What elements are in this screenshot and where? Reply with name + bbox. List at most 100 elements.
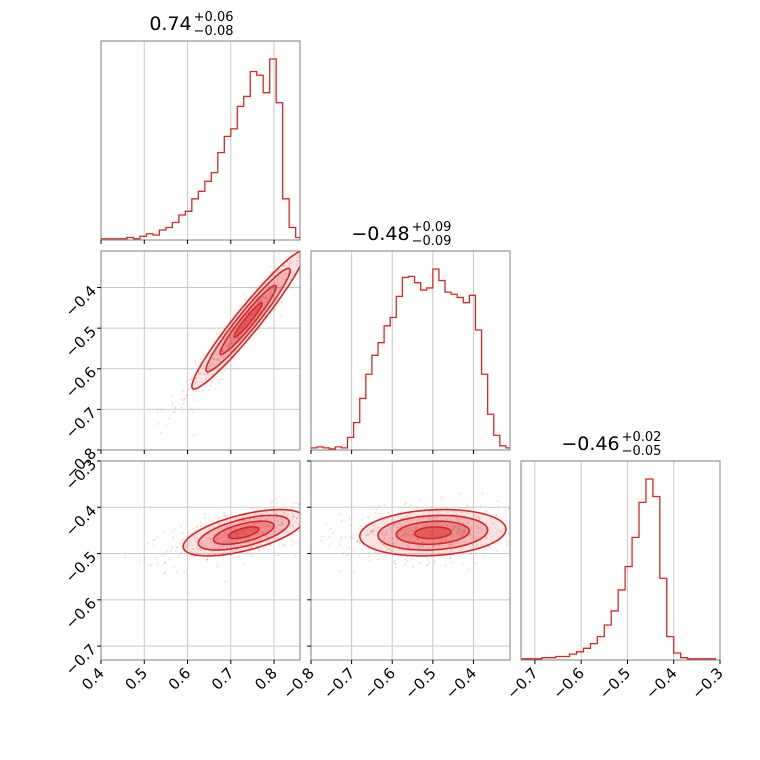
sample-point [225,541,228,544]
sample-point [264,296,267,299]
sample-point [273,286,275,289]
sample-point [430,505,433,508]
sample-point [203,513,206,515]
sample-point [252,530,254,533]
sample-point [173,410,176,413]
sample-point [455,530,457,533]
sample-point [186,394,189,397]
sample-point [180,398,182,401]
sample-point [290,262,292,265]
sample-point [453,524,456,527]
sample-point [234,533,237,536]
sample-point [264,301,266,303]
sample-point [261,530,264,533]
sample-point [377,504,380,507]
sample-point [233,310,236,312]
sample-point [407,530,410,533]
sample-point [416,541,419,544]
sample-point [239,326,242,329]
sample-point [275,512,278,515]
sample-point [259,299,262,302]
sample-point [340,535,343,538]
sample-point [361,543,364,546]
sample-point [387,537,390,539]
sample-point [421,546,424,549]
sample-point [484,536,487,539]
sample-point [258,549,261,552]
sample-point [328,544,331,547]
sample-point [251,528,254,530]
sample-point [246,524,249,527]
sample-point [180,525,183,528]
sample-point [249,524,252,527]
y-tick-label: −0.7 [62,404,100,442]
sample-point [220,536,222,539]
sample-point [422,533,425,536]
sample-point [339,538,342,541]
sample-point [410,533,413,536]
sample-point [315,215,317,217]
sample-point [293,501,296,504]
sample-point [258,526,261,528]
sample-point [190,378,193,381]
sample-point [461,535,464,537]
sample-point [302,254,304,256]
sample-point [289,525,291,527]
sample-point [462,521,465,524]
sample-point [261,533,264,535]
sample-point [258,525,261,528]
sample-point [412,540,415,543]
sample-point [301,528,303,530]
sample-point [414,528,417,530]
sample-point [255,298,258,300]
sample-point [230,342,233,345]
sample-point [276,280,279,283]
sample-point [448,557,451,559]
sample-point [449,550,452,553]
sample-point [251,555,254,558]
sample-point [208,537,211,540]
sample-point [272,287,275,290]
sample-point [403,533,406,536]
sample-point [240,538,242,541]
sample-point [278,252,281,255]
sample-point [477,527,480,530]
sample-point [210,541,212,543]
sample-point [488,545,490,548]
sample-point [383,537,386,540]
sample-point [234,339,236,342]
sample-point [266,296,269,299]
sample-point [248,518,251,521]
sample-point [287,278,290,281]
sample-point [221,349,223,352]
sample-point [326,519,328,521]
sample-point [450,543,453,546]
sample-point [406,515,409,518]
panel-2-0 [97,460,328,664]
sample-point [302,244,304,246]
sample-point [276,270,279,273]
sample-point [455,517,458,520]
sample-point [184,546,187,549]
sample-point [478,517,480,520]
sample-point [310,230,312,232]
sample-point [161,555,164,558]
sample-point [194,363,197,366]
sample-point [215,563,218,566]
sample-point [289,252,291,255]
sample-point [346,554,349,556]
sample-point [436,516,439,519]
sample-point [277,554,280,556]
sample-point [258,521,261,524]
sample-point [200,521,202,523]
sample-point [356,541,358,544]
sample-point [229,350,232,352]
sample-point [450,534,453,537]
panel-0-0 [100,40,301,244]
sample-point [357,540,360,543]
sample-point [278,524,281,527]
sample-point [457,528,460,531]
sample-point [411,534,414,537]
sample-point [210,381,213,384]
sample-point [462,563,464,566]
